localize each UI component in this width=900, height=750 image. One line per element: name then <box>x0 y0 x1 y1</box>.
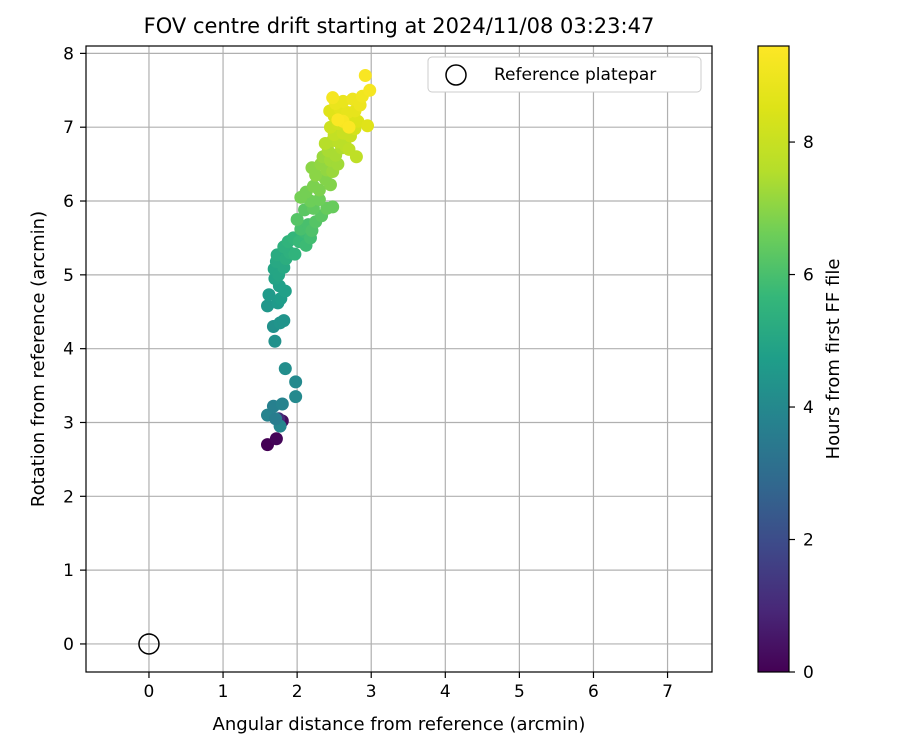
data-point <box>277 314 291 328</box>
data-point <box>312 183 326 197</box>
colorbar-tick-label: 0 <box>803 663 814 683</box>
data-point <box>269 412 283 426</box>
x-tick-label: 5 <box>514 682 525 702</box>
colorbar-tick-label: 2 <box>803 531 814 551</box>
x-axis-ticks: 0 1 2 3 4 5 6 7 <box>144 672 673 702</box>
y-tick-label: 8 <box>63 44 74 64</box>
grid <box>86 46 712 672</box>
x-tick-label: 1 <box>218 682 229 702</box>
legend-label: Reference platepar <box>494 65 656 85</box>
y-tick-label: 5 <box>63 266 74 286</box>
colorbar-ticks: 0 2 4 6 8 <box>789 133 814 683</box>
y-tick-label: 2 <box>63 487 74 507</box>
x-tick-label: 3 <box>366 682 377 702</box>
data-point <box>349 150 363 164</box>
legend-box <box>427 56 702 93</box>
chart-title: FOV centre drift starting at 2024/11/08 … <box>144 14 655 38</box>
y-tick-label: 4 <box>63 340 74 360</box>
y-tick-label: 1 <box>63 561 74 581</box>
y-tick-label: 7 <box>63 118 74 138</box>
x-axis-label: Angular distance from reference (arcmin) <box>213 714 586 735</box>
x-tick-label: 0 <box>144 682 155 702</box>
reference-platepar-point <box>138 633 160 655</box>
reference-marker <box>138 633 160 655</box>
data-point <box>312 193 326 207</box>
x-tick-label: 6 <box>588 682 599 702</box>
data-point <box>268 334 282 348</box>
data-point <box>290 212 304 226</box>
y-tick-label: 6 <box>63 192 74 212</box>
data-point <box>358 69 372 83</box>
data-point <box>288 247 302 261</box>
data-point <box>269 432 283 446</box>
legend-marker <box>445 64 467 86</box>
colorbar-tick-label: 8 <box>803 133 814 153</box>
data-point <box>326 200 340 214</box>
colorbar-label: Hours from first FF file <box>823 259 844 460</box>
x-tick-label: 7 <box>662 682 673 702</box>
data-point <box>289 390 303 404</box>
x-tick-label: 4 <box>440 682 451 702</box>
colorbar-tick-label: 4 <box>803 398 814 418</box>
data-point <box>326 91 340 105</box>
data-point <box>275 397 289 411</box>
colorbar-tick-label: 6 <box>803 266 814 286</box>
data-points <box>261 69 377 452</box>
data-point <box>331 113 345 127</box>
data-point <box>289 375 303 389</box>
y-axis-ticks: 0 1 2 3 4 5 6 7 8 <box>63 44 86 655</box>
x-tick-label: 2 <box>292 682 303 702</box>
data-point <box>363 83 377 97</box>
data-point <box>342 120 356 134</box>
y-tick-label: 3 <box>63 413 74 433</box>
data-point <box>361 119 375 133</box>
data-point <box>262 288 276 302</box>
colorbar <box>757 45 790 673</box>
plot-area <box>85 45 713 673</box>
y-axis-label: Rotation from reference (arcmin) <box>28 211 49 507</box>
legend: Reference platepar <box>427 56 702 93</box>
data-point <box>261 299 275 313</box>
y-tick-label: 0 <box>63 635 74 655</box>
data-point <box>278 362 292 376</box>
